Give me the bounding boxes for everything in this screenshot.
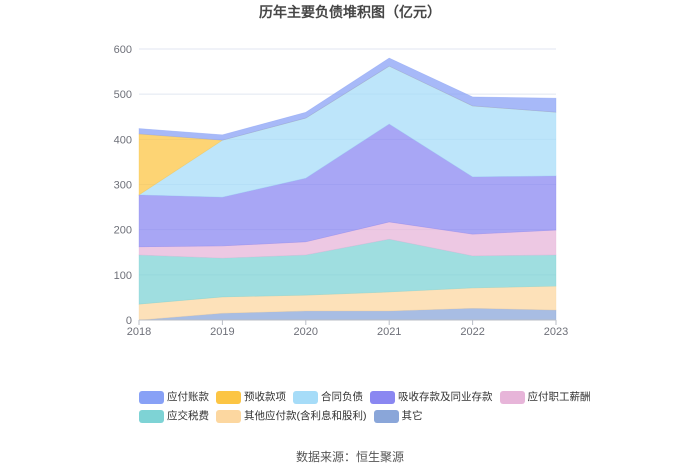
- legend-label: 应付账款: [167, 391, 209, 403]
- legend-swatch: [139, 390, 164, 404]
- y-tick-label: 200: [114, 225, 132, 237]
- legend-item[interactable]: 应付职工薪酬: [499, 390, 591, 404]
- legend-swatch: [373, 409, 399, 423]
- x-tick-label: 2018: [127, 326, 151, 338]
- legend-label: 其他应付款(含利息和股利): [244, 410, 367, 422]
- y-tick-label: 500: [114, 89, 132, 101]
- legend-item[interactable]: 合同负债: [293, 390, 363, 404]
- legend-row: 应交税费 其他应付款(含利息和股利) 其它: [139, 408, 598, 424]
- legend: 应付账款 预收款项 合同负债 吸收存款及同业存款 应付职工薪酬应交税费 其他应付款(含利息…: [139, 389, 598, 427]
- y-tick-label: 400: [114, 134, 132, 146]
- x-tick-label: 2020: [294, 326, 318, 338]
- legend-item[interactable]: 预收款项: [216, 390, 286, 404]
- area-series-group: [138, 57, 557, 321]
- legend-item[interactable]: 其他应付款(含利息和股利): [216, 409, 367, 423]
- y-tick-label: 100: [114, 270, 132, 282]
- legend-swatch: [370, 390, 395, 404]
- legend-label: 吸收存款及同业存款: [398, 391, 493, 403]
- legend-swatch: [293, 390, 318, 404]
- axes: 0 100 200 300 400 500 600 2018 2019 2020 2021 2022 2…: [114, 44, 569, 338]
- area-series-1: [138, 57, 557, 141]
- legend-label: 合同负债: [321, 391, 363, 403]
- legend-label: 其它: [401, 410, 423, 422]
- legend-swatch: [216, 390, 241, 404]
- legend-row: 应付账款 预收款项 合同负债 吸收存款及同业存款 应付职工薪酬: [139, 389, 598, 405]
- legend-swatch: [499, 390, 525, 404]
- legend-label: 预收款项: [244, 391, 286, 403]
- y-tick-label: 600: [114, 44, 132, 56]
- x-tick-label: 2021: [377, 326, 401, 338]
- x-tick-label: 2022: [460, 326, 484, 338]
- y-tick-label: 0: [126, 315, 132, 327]
- legend-item[interactable]: 吸收存款及同业存款: [370, 390, 493, 404]
- chart-title: 历年主要负债堆积图（亿元）: [259, 4, 441, 20]
- legend-swatch: [139, 409, 164, 423]
- legend-item[interactable]: 其它: [373, 409, 423, 423]
- legend-swatch: [216, 409, 241, 423]
- x-tick-label: 2023: [544, 326, 568, 338]
- x-tick-label: 2019: [210, 326, 234, 338]
- legend-label: 应付职工薪酬: [527, 391, 591, 403]
- legend-label: 应交税费: [167, 410, 209, 422]
- legend-item[interactable]: 应付账款: [139, 390, 209, 404]
- legend-item[interactable]: 应交税费: [139, 409, 209, 423]
- data-source-note: 数据来源：恒生聚源: [295, 450, 404, 464]
- y-tick-label: 300: [114, 180, 132, 192]
